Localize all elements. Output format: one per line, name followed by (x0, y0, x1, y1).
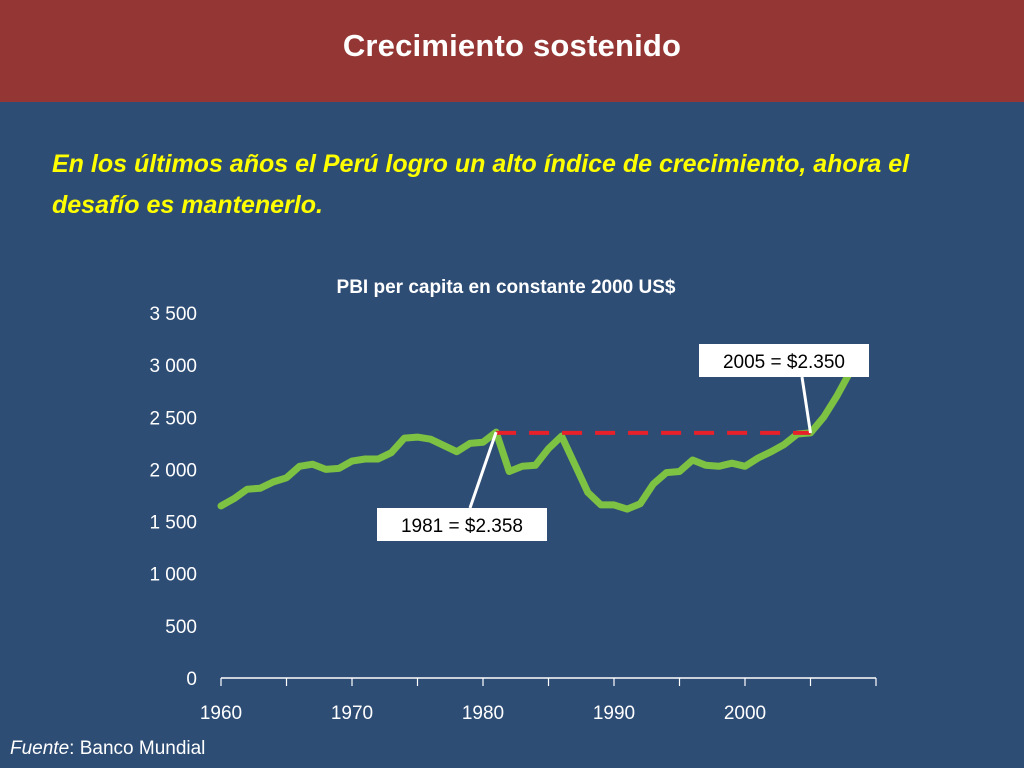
x-tick-label: 2000 (724, 703, 766, 724)
x-axis: 1960 1970 1980 1990 2000 (200, 677, 877, 724)
series-line (217, 368, 867, 513)
annotation-label: 1981 = $2.358 (401, 516, 523, 537)
y-tick-label: 500 (165, 617, 197, 638)
y-axis: 0 500 1 000 1 500 2 000 2 500 3 000 3 500 (149, 304, 197, 690)
y-tick-label: 3 000 (149, 356, 197, 377)
chart-title: PBI per capita en constante 2000 US$ (337, 277, 676, 298)
y-tick-label: 1 000 (149, 565, 197, 586)
y-tick-label: 2 000 (149, 460, 197, 481)
y-tick-label: 2 500 (149, 408, 197, 429)
slide-header: Crecimiento sostenido (0, 0, 1024, 102)
x-tick-label: 1980 (462, 703, 504, 724)
annotation-label: 2005 = $2.350 (723, 352, 845, 373)
source-label: Fuente (10, 738, 70, 759)
annotation-box (699, 344, 869, 377)
annotations: 1981 = $2.358 2005 = $2.350 (377, 344, 869, 541)
x-tick-label: 1990 (593, 703, 635, 724)
intro-statement: En los últimos años el Perú logro un alt… (52, 150, 910, 219)
y-tick-label: 1 500 (149, 513, 197, 534)
source-note: Fuente: Banco Mundial (10, 738, 205, 760)
slide-title: Crecimiento sostenido (342, 28, 682, 63)
source-value: : Banco Mundial (69, 738, 206, 759)
x-tick-label: 1960 (200, 703, 242, 724)
series-gdp-per-capita (217, 368, 867, 513)
annotation-leader (800, 376, 812, 434)
y-tick-label: 0 (186, 669, 197, 690)
y-tick-label: 3 500 (149, 304, 197, 325)
annotation-box (377, 508, 547, 541)
x-tick-label: 1970 (331, 703, 373, 724)
annotation-leader (468, 431, 498, 509)
